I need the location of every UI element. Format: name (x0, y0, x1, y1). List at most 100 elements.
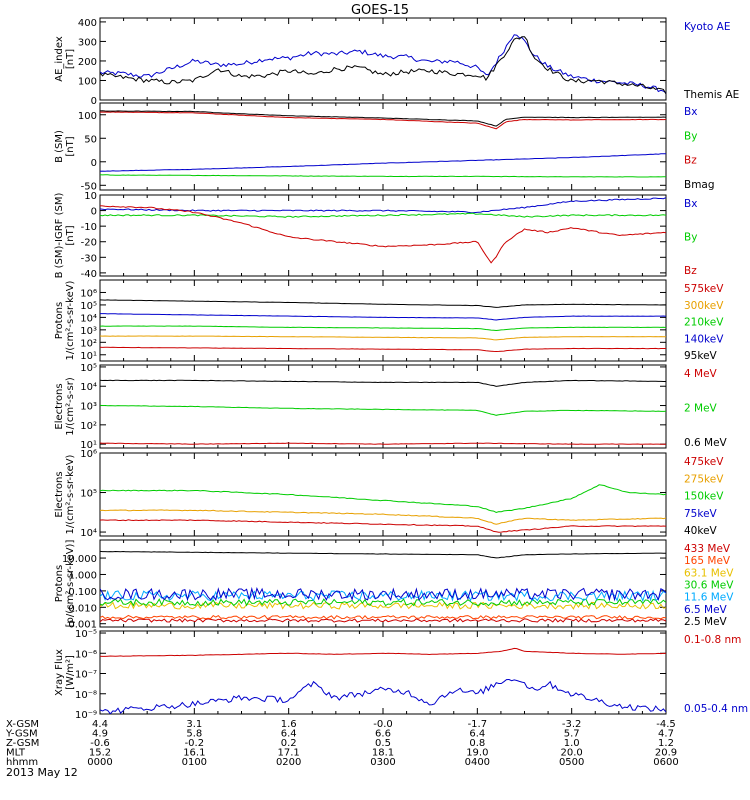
y-tick-label: 200 (78, 57, 97, 68)
orbit-cell: 4.4 (92, 719, 108, 730)
orbit-cell: 5.8 (186, 729, 202, 740)
y-tick-label: 10⁻⁶ (75, 649, 97, 660)
legend-entry: 30.6 MeV (684, 580, 734, 592)
orbit-cell: 0300 (370, 757, 395, 768)
panel-b_sm: -50 0 50 100 B (SM) [nT] Bx By Bz Bmag (54, 102, 715, 192)
series-line-0-6-mev (100, 379, 666, 387)
y-axis-label: Electrons (54, 383, 65, 429)
y-tick-label: 300 (78, 37, 97, 48)
orbit-cell: -0.6 (90, 738, 110, 749)
series-line-0-1-0-8-nm (100, 647, 666, 657)
y-tick-label: 10² (80, 338, 97, 349)
orbit-cell: 0100 (182, 757, 207, 768)
y-tick-label: 0.100 (68, 587, 97, 598)
orbit-cell: 20.9 (655, 748, 677, 759)
legend-entry: 475keV (684, 456, 724, 468)
series-line-30-6-mev (100, 598, 666, 607)
legend-entry: Bx (684, 198, 697, 210)
legend-entry: 575keV (684, 283, 724, 295)
y-axis-label: [nT] (65, 225, 76, 245)
panel-frame (99, 539, 667, 628)
series-line-0-05-0-4-nm (100, 678, 666, 714)
panel-electrons_MeV: 10¹ 10² 10³ 10⁴ 10⁵ Electrons 1/(cm²-s-sr) 4 Me… (54, 363, 728, 451)
orbit-cell: 3.1 (186, 719, 202, 730)
y-axis-label: Protons (54, 302, 65, 339)
y-tick-label: 0 (91, 207, 97, 218)
y-tick-label: 10⁻⁵ (75, 629, 97, 640)
orbit-table: X-GSM 4.4 3.1 1.6 -0.0 -1.7 -3.2 -4.5 Y-GSM 4.9 5.… (5, 719, 679, 768)
panel-xray: 10⁻⁹ 10⁻⁸ 10⁻⁷ 10⁻⁶ 10⁻⁵ Xray Flux [W/m²] 0.1-0… (54, 629, 748, 721)
orbit-cell: 0.8 (469, 738, 485, 749)
y-tick-label: 10⁵ (80, 301, 97, 312)
orbit-cell: 15.2 (89, 748, 111, 759)
series-line-by (100, 174, 666, 178)
series-line-150kev (100, 484, 666, 514)
y-tick-label: 10⁴ (80, 382, 97, 393)
orbit-row-label: hhmm (6, 757, 38, 768)
legend-entry: Bmag (684, 179, 715, 191)
legend-entry: 0.1-0.8 nm (684, 634, 741, 646)
y-axis-label: [W/m²] (65, 655, 76, 690)
series-line-575kev (100, 346, 666, 353)
orbit-cell: 6.4 (281, 729, 297, 740)
y-axis-label: Protons (54, 565, 65, 602)
y-tick-label: 100 (78, 111, 97, 122)
orbit-cell: 0200 (276, 757, 301, 768)
orbit-row-label: Z-GSM (6, 738, 39, 749)
orbit-cell: 0.5 (375, 738, 391, 749)
orbit-cell: 17.1 (278, 748, 300, 759)
series-line-bz (100, 205, 666, 264)
series-line-bx (100, 153, 666, 172)
footer-date: 2013 May 12 (6, 766, 78, 779)
orbit-cell: -1.7 (468, 719, 488, 730)
panel-ae: 0 100 200 300 400 AE_index [nT] Kyoto AE Themis … (54, 17, 739, 107)
orbit-cell: 6.4 (469, 729, 485, 740)
series-line-475kev (100, 519, 666, 533)
y-tick-label: 10³ (80, 402, 97, 413)
orbit-cell: 4.7 (658, 729, 674, 740)
legend-entry: 40keV (684, 525, 718, 537)
series-line-40kev (100, 429, 666, 430)
legend-entry: 150keV (684, 491, 724, 503)
plot-title: GOES-15 (351, 3, 409, 18)
series-line-bmag (100, 110, 666, 127)
orbit-row-label: X-GSM (6, 719, 39, 730)
y-axis-label: 1/(cm²-s-sr-keV) (65, 280, 76, 360)
legend-entry: 0.6 MeV (684, 437, 728, 449)
panel-frame (99, 630, 667, 715)
legend-entry: 165 MeV (684, 555, 731, 567)
orbit-cell: 20.0 (561, 748, 583, 759)
orbit-cell: 18.1 (372, 748, 394, 759)
orbit-cell: 1.6 (281, 719, 297, 730)
orbit-cell: 5.7 (564, 729, 580, 740)
legend-entry: Themis AE (683, 89, 739, 101)
series-line-6-5-mev (100, 586, 666, 602)
y-axis-label: AE_index (54, 36, 65, 82)
y-tick-label: 10⁻⁷ (75, 670, 97, 681)
legend-entry: 2 MeV (684, 403, 718, 415)
panel-frame (99, 194, 667, 277)
y-tick-label: 10⁴ (80, 313, 97, 324)
orbit-cell: -0.0 (373, 719, 393, 730)
orbit-cell: 1.0 (564, 738, 580, 749)
legend-entry: 95keV (684, 350, 718, 362)
orbit-cell: 0500 (559, 757, 584, 768)
series-line-bz (100, 111, 666, 130)
legend-entry: Kyoto AE (684, 21, 730, 33)
panel-frame (99, 17, 667, 101)
series-line-4-mev (100, 442, 666, 445)
legend-entry: 210keV (684, 317, 724, 329)
orbit-cell: 6.6 (375, 729, 391, 740)
y-tick-label: 100 (78, 76, 97, 87)
orbit-cell: 16.1 (183, 748, 205, 759)
legend-entry: 11.6 MeV (684, 592, 734, 604)
series-line-275kev (100, 509, 666, 525)
orbit-cell: -4.5 (656, 719, 676, 730)
y-tick-label: 10⁵ (80, 489, 97, 500)
legend-entry: By (684, 130, 697, 142)
y-tick-label: 0.010 (68, 603, 97, 614)
legend-entry: 275keV (684, 473, 724, 485)
